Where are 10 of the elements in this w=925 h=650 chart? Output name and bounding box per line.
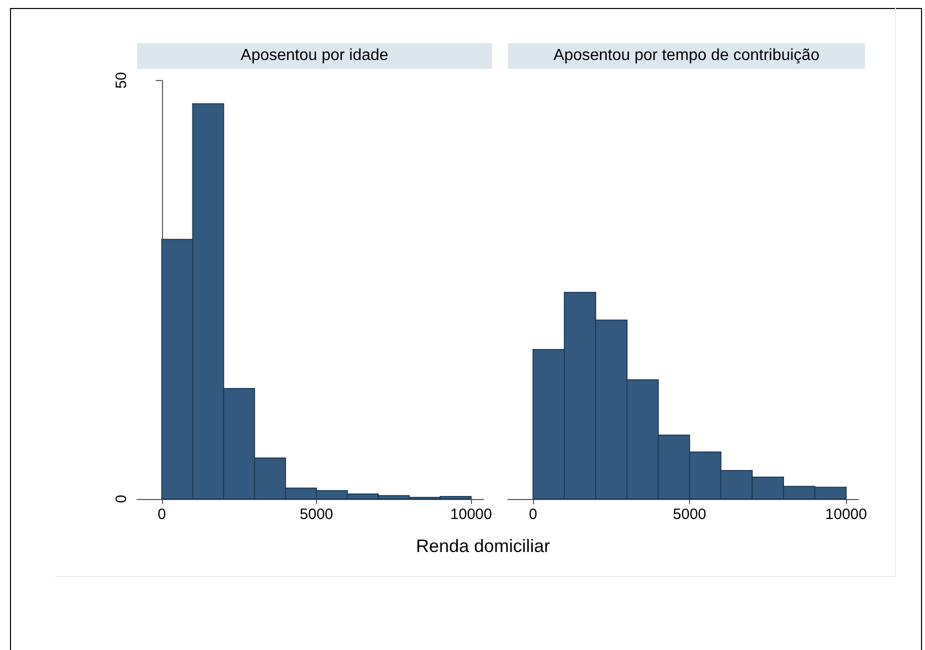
x-tick-label: 0 xyxy=(528,506,538,523)
x-tick-label: 10000 xyxy=(450,506,492,523)
y-tick-label: 50 xyxy=(113,72,130,89)
x-tick-label: 5000 xyxy=(672,506,706,523)
x-axis-title: Renda domiciliar xyxy=(414,536,552,557)
chart-title: Aposentou por idade xyxy=(137,43,492,69)
x-tick-label: 5000 xyxy=(300,506,334,523)
x-tick-label: 0 xyxy=(158,506,166,523)
x-tick-label: 10000 xyxy=(825,506,868,523)
chart-title: Aposentou por tempo de contribuição xyxy=(508,43,865,69)
